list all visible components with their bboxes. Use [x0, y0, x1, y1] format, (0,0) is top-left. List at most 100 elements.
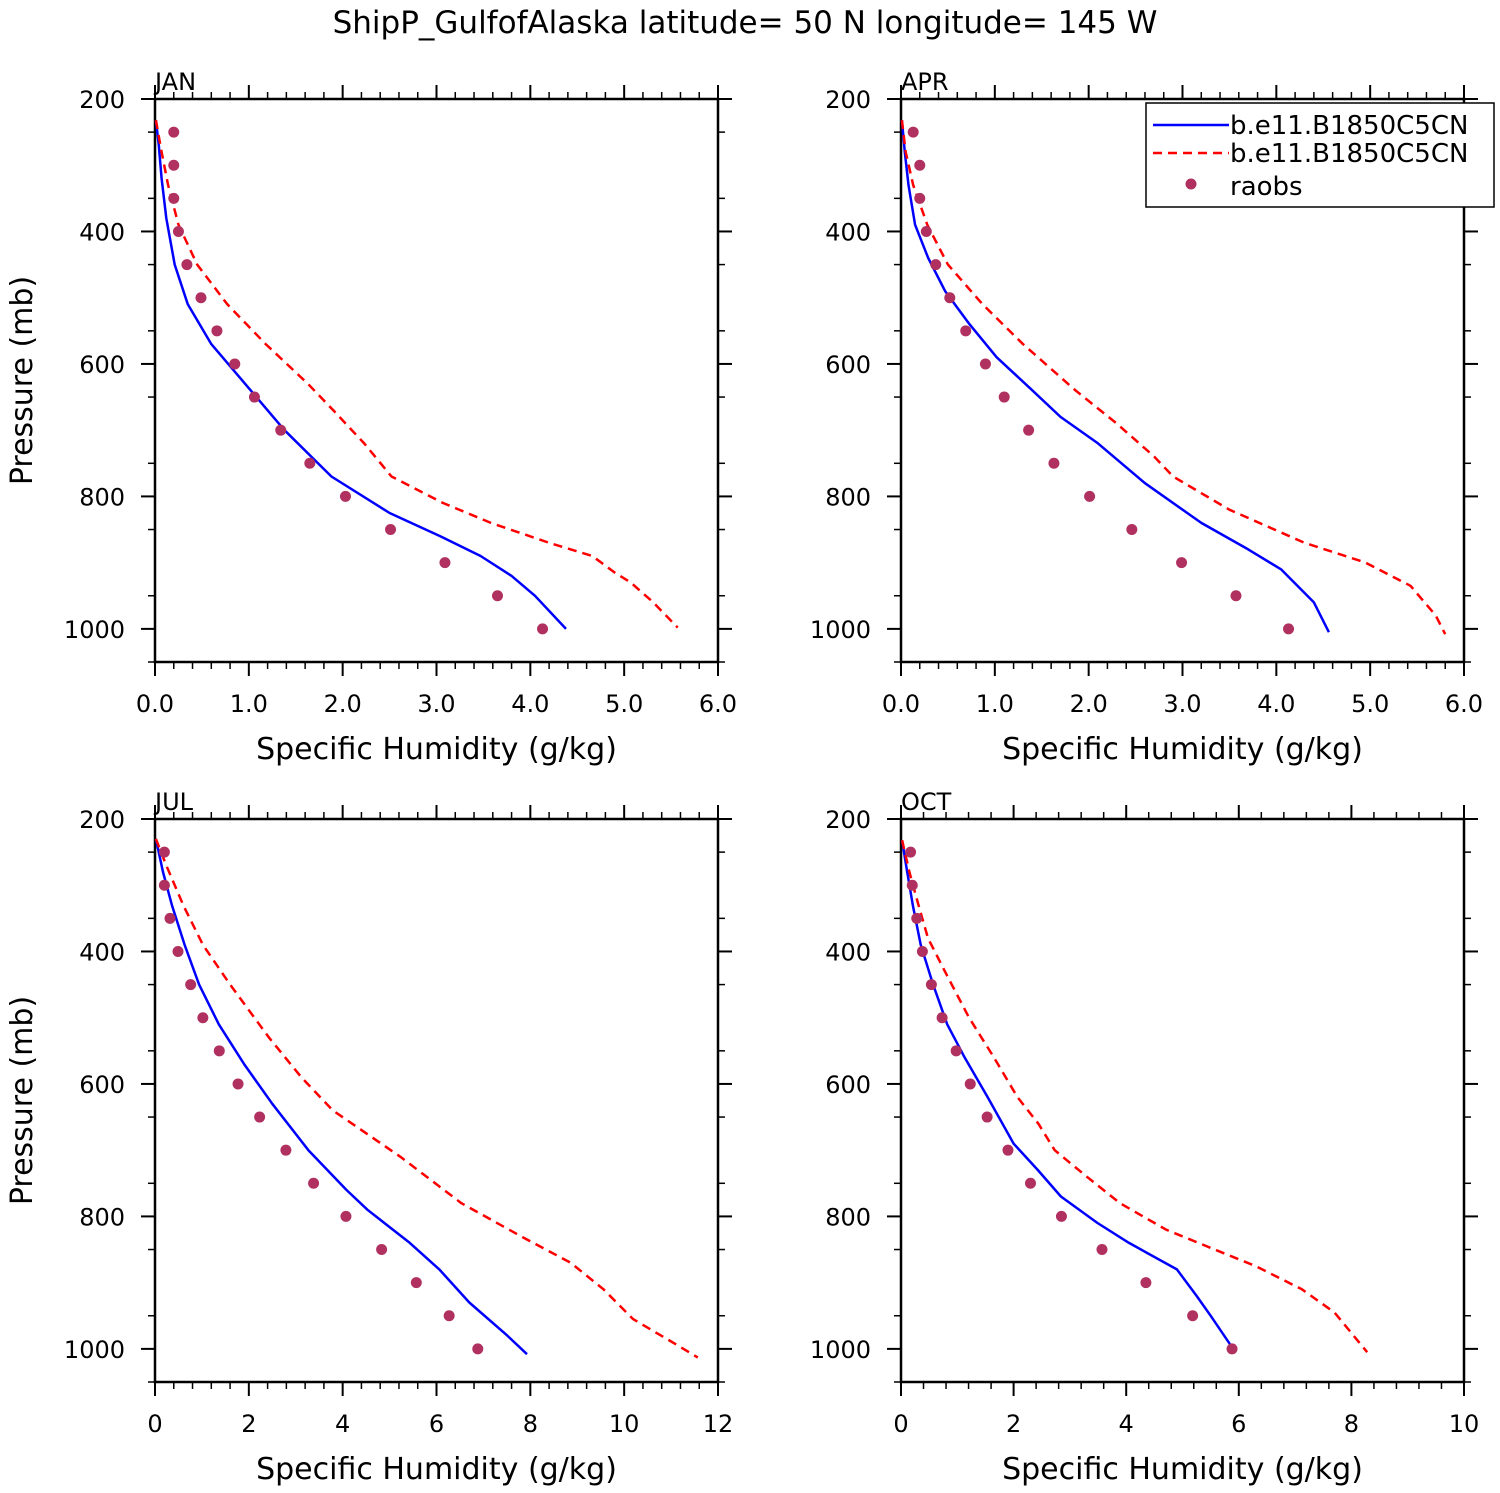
data-point [1002, 1144, 1014, 1156]
x-axis-label: Specific Humidity (g/kg) [1002, 732, 1363, 767]
data-point [914, 159, 926, 171]
y-tick-label: 200 [79, 86, 125, 114]
data-point [914, 192, 926, 204]
legend-entry: raobs [1185, 172, 1303, 202]
figure-title: ShipP_GulfofAlaska latitude= 50 N longit… [333, 5, 1158, 41]
data-point [1230, 590, 1242, 602]
x-tick-label: 3.0 [417, 690, 455, 718]
y-tick-label: 1000 [64, 616, 125, 644]
data-point [960, 325, 972, 337]
x-tick-label: 4 [1119, 1410, 1134, 1438]
data-point [339, 490, 351, 502]
x-tick-label: 12 [703, 1410, 734, 1438]
series-line-solid [154, 838, 528, 1356]
x-tick-label: 2.0 [324, 690, 362, 718]
plot-frame [153, 97, 720, 664]
data-point [308, 1177, 320, 1189]
x-tick-label: 0 [893, 1410, 908, 1438]
x-tick-label: 4 [335, 1410, 350, 1438]
x-tick-label: 4.0 [511, 690, 549, 718]
series-raobs [168, 126, 549, 635]
data-point [905, 846, 917, 858]
panel-jul: JUL 0 2 4 6 8 10 12 200 400 600 800 1000 Specific Hum… [5, 788, 733, 1487]
x-tick-label: 6 [429, 1410, 444, 1438]
panel-label: JUL [153, 788, 194, 816]
legend-entry: b.e11.B1850C5CN [1153, 111, 1468, 141]
plot-frame [153, 817, 720, 1384]
y-tick-label: 1000 [64, 1336, 125, 1364]
panel-jan: JAN 0.0 1.0 2.0 3.0 4.0 5.0 6.0 200 400 600 800 1000… [5, 68, 737, 767]
data-point [1096, 1244, 1108, 1256]
series-line-solid [154, 120, 567, 630]
data-point [936, 1012, 948, 1024]
y-tick-label: 800 [825, 483, 871, 511]
panel-label: JAN [153, 68, 196, 96]
x-tick-label: 0.0 [882, 690, 920, 718]
series-line-solid [900, 120, 1331, 633]
data-point [443, 1310, 455, 1322]
x-tick-label: 1.0 [230, 690, 268, 718]
series-raobs [907, 126, 1295, 635]
data-point [168, 126, 180, 138]
plot-frame [899, 817, 1466, 1384]
y-tick-label: 800 [79, 1203, 125, 1231]
data-point [185, 979, 197, 991]
legend-label: b.e11.B1850C5CN [1230, 111, 1468, 141]
data-point [1023, 424, 1035, 436]
data-point [1176, 557, 1188, 569]
x-tick-label: 10 [1449, 1410, 1480, 1438]
data-point [229, 358, 241, 370]
x-tick-label: 10 [609, 1410, 640, 1438]
legend-entry: b.e11.B1850C5CN [1153, 139, 1468, 169]
data-point [916, 945, 928, 957]
y-tick-label: 600 [79, 351, 125, 379]
data-point [911, 912, 923, 924]
data-point [280, 1144, 292, 1156]
x-tick-label: 3.0 [1163, 690, 1201, 718]
y-tick-label: 600 [825, 351, 871, 379]
x-tick-label: 1.0 [976, 690, 1014, 718]
x-tick-label: 0 [147, 1410, 162, 1438]
series-line-dashed [154, 119, 679, 629]
y-tick-label: 800 [825, 1203, 871, 1231]
data-point [304, 457, 316, 469]
data-point [1140, 1277, 1152, 1289]
data-point [1283, 623, 1295, 635]
data-point [1024, 1177, 1036, 1189]
data-point [907, 126, 919, 138]
series-line-dashed [154, 838, 699, 1359]
data-point [213, 1045, 225, 1057]
x-tick-label: 4.0 [1257, 690, 1295, 718]
x-tick-label: 0.0 [136, 690, 174, 718]
legend-marker [1185, 178, 1197, 190]
data-point [410, 1277, 422, 1289]
panel-oct: OCT 0 2 4 6 8 10 200 400 600 800 1000 Specific Humid… [810, 788, 1479, 1487]
data-point [172, 945, 184, 957]
y-tick-label: 1000 [810, 616, 871, 644]
data-point [211, 325, 223, 337]
data-point [254, 1111, 266, 1123]
panel-label: APR [901, 68, 949, 96]
data-point [197, 1012, 209, 1024]
data-point [944, 292, 956, 304]
panel-label: OCT [901, 788, 952, 816]
data-point [998, 391, 1010, 403]
y-tick-label: 600 [79, 1071, 125, 1099]
data-point [172, 225, 184, 237]
x-tick-label: 8 [1344, 1410, 1359, 1438]
data-point [491, 590, 503, 602]
y-tick-label: 600 [825, 1071, 871, 1099]
data-point [537, 623, 549, 635]
data-point [1048, 457, 1060, 469]
data-point [275, 424, 287, 436]
x-tick-label: 2.0 [1070, 690, 1108, 718]
legend-label: b.e11.B1850C5CN [1230, 139, 1468, 169]
series-line-dashed [900, 120, 1447, 635]
data-point [1187, 1310, 1199, 1322]
x-tick-label: 2 [241, 1410, 256, 1438]
x-axis-label: Specific Humidity (g/kg) [256, 732, 617, 767]
data-point [920, 225, 932, 237]
y-tick-label: 400 [79, 938, 125, 966]
data-point [906, 879, 918, 891]
